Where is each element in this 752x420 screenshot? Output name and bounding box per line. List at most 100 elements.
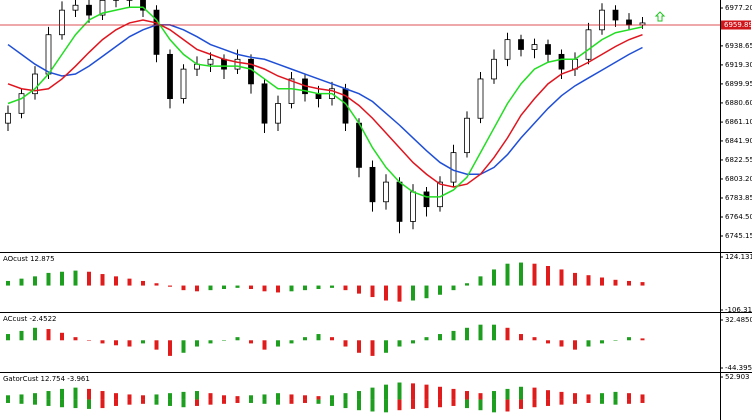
y-tick-label: 6745.15 — [725, 232, 752, 240]
histogram-bar — [303, 337, 307, 341]
histogram-bar — [222, 285, 226, 290]
candle-body — [99, 0, 106, 16]
histogram-bar — [100, 340, 105, 344]
gator-bar — [87, 399, 91, 409]
gator-bar — [451, 399, 456, 406]
histogram-bar — [424, 337, 429, 341]
gator-bar — [438, 399, 442, 408]
histogram-bar — [411, 340, 415, 344]
candle-body — [18, 93, 25, 114]
histogram-bar — [100, 274, 105, 286]
histogram-bar — [114, 276, 118, 286]
gator-bar — [262, 394, 267, 400]
histogram-bar — [6, 334, 10, 341]
gator-bar — [208, 399, 213, 405]
gator-bar — [141, 399, 145, 404]
y-tick-label: 52.903 — [725, 373, 750, 381]
gator-bar — [411, 399, 415, 409]
histogram-bar — [19, 330, 24, 341]
histogram-bar — [127, 278, 132, 286]
gator-bar — [546, 390, 550, 400]
gator-bar — [249, 395, 253, 400]
candle-body — [585, 29, 592, 60]
y-tick-label: 32.4850 — [725, 316, 752, 324]
gator-bar — [127, 394, 132, 400]
gator-bar — [249, 399, 253, 403]
gator-bar — [384, 399, 388, 413]
histogram-bar — [73, 337, 78, 341]
gator-bar — [235, 399, 240, 403]
y-tick-label: 6899.95 — [725, 80, 752, 88]
gator-bar — [424, 384, 429, 400]
gator-bar — [168, 393, 172, 400]
gator-bar — [316, 396, 321, 400]
candle-body — [504, 39, 511, 60]
histogram-bar — [519, 334, 523, 341]
histogram-bar — [276, 285, 280, 293]
histogram-bar — [505, 263, 510, 286]
panel-title: GatorCust 12.754 -3.961 — [3, 375, 90, 383]
gator-bar — [154, 394, 159, 400]
y-tick-label: 6822.55 — [725, 156, 752, 164]
histogram-bar — [451, 330, 456, 341]
histogram-bar — [168, 340, 172, 356]
candle-body — [59, 9, 65, 36]
gator-bar — [640, 394, 645, 400]
histogram-bar — [208, 285, 213, 291]
gator-bar — [303, 395, 307, 400]
gator-bar — [532, 399, 537, 408]
gator-bar — [73, 399, 78, 409]
gator-bar — [316, 399, 321, 404]
histogram-bar — [586, 340, 591, 347]
histogram-bar — [262, 285, 267, 292]
candle-body — [153, 9, 160, 55]
gator-bar — [195, 399, 199, 406]
candle-body — [275, 103, 281, 124]
gator-bar — [141, 395, 145, 400]
candle-body — [234, 58, 241, 70]
candle-body — [207, 58, 214, 65]
gator-bar — [195, 391, 199, 400]
gator-bar — [33, 393, 37, 400]
gator-bar — [600, 399, 604, 404]
panel — [6, 324, 645, 356]
gator-bar — [559, 391, 564, 400]
histogram-bar — [613, 279, 618, 286]
gator-bar — [114, 393, 118, 400]
candle-body — [491, 58, 497, 80]
gator-bar — [613, 399, 618, 405]
gator-bar — [397, 382, 402, 400]
gator-bar — [73, 387, 78, 400]
gator-bar — [19, 399, 24, 404]
candle-body — [356, 122, 362, 168]
histogram-bar — [559, 340, 564, 347]
gator-bar — [181, 391, 186, 400]
y-tick-label: 6919.30 — [725, 61, 752, 69]
gator-bar — [357, 391, 361, 400]
histogram-bar — [6, 280, 10, 286]
histogram-bar — [249, 285, 253, 290]
histogram-bar — [478, 276, 483, 286]
gator-bar — [465, 399, 469, 409]
histogram-bar — [357, 340, 361, 353]
gator-bar — [330, 399, 334, 406]
histogram-bar — [411, 285, 415, 301]
candle-body — [180, 68, 187, 99]
histogram-bar — [546, 266, 550, 286]
gator-bar — [46, 391, 51, 400]
candle-body — [423, 191, 430, 208]
candle-body — [5, 112, 11, 124]
gator-bar — [586, 394, 591, 400]
gator-bar — [330, 395, 334, 400]
candle-body — [599, 9, 605, 31]
candle-body — [518, 39, 524, 50]
candle-body — [545, 44, 551, 55]
gator-bar — [276, 399, 280, 405]
histogram-bar — [181, 340, 186, 353]
last-price-label: 6959.89 — [724, 21, 752, 29]
alligator-line — [7, 19, 643, 188]
gator-bar — [478, 393, 483, 400]
y-tick-label: 6938.65 — [725, 42, 752, 50]
histogram-bar — [208, 340, 213, 344]
histogram-bar — [316, 334, 321, 341]
